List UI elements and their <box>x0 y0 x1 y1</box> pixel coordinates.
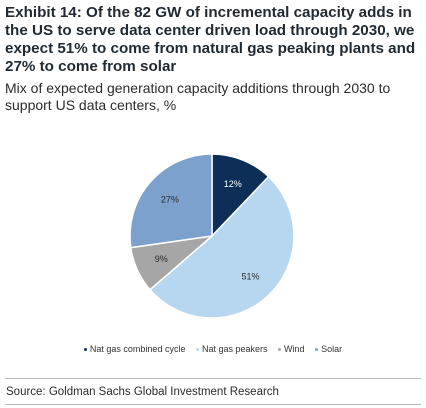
legend-label: Nat gas combined cycle <box>89 344 186 354</box>
footer-divider <box>5 378 421 379</box>
chart-legend: Nat gas combined cycle Nat gas peakers W… <box>0 344 426 354</box>
slice-label-nat-gas-peakers: 51% <box>241 271 259 281</box>
legend-marker <box>278 348 282 352</box>
legend-label: Nat gas peakers <box>201 344 268 354</box>
legend-label: Solar <box>321 344 343 354</box>
legend-item-nat-gas-combined-cycle: Nat gas combined cycle <box>83 344 186 354</box>
source-note: Source: Goldman Sachs Global Investment … <box>6 386 279 398</box>
legend-marker <box>83 348 87 352</box>
slice-label-solar: 27% <box>161 195 179 205</box>
chart-subtitle: Mix of expected generation capacity addi… <box>5 80 391 113</box>
legend-marker <box>315 348 319 352</box>
slice-label-wind: 9% <box>155 254 168 264</box>
legend-item-solar: Solar <box>315 344 342 354</box>
chart-title: Exhibit 14: Of the 82 GW of incremental … <box>5 4 416 75</box>
pie-slice-nat-gas-combined-cycle <box>211 153 270 238</box>
legend-item-wind: Wind <box>278 344 305 354</box>
pie-slice-solar <box>129 153 213 249</box>
legend-item-nat-gas-peakers: Nat gas peakers <box>195 344 268 354</box>
slice-label-nat-gas-combined-cycle: 12% <box>224 179 242 189</box>
legend-marker <box>195 348 199 352</box>
legend-label: Wind <box>284 344 305 354</box>
bottom-divider <box>5 404 421 405</box>
pie-slice-nat-gas-peakers <box>148 175 295 319</box>
